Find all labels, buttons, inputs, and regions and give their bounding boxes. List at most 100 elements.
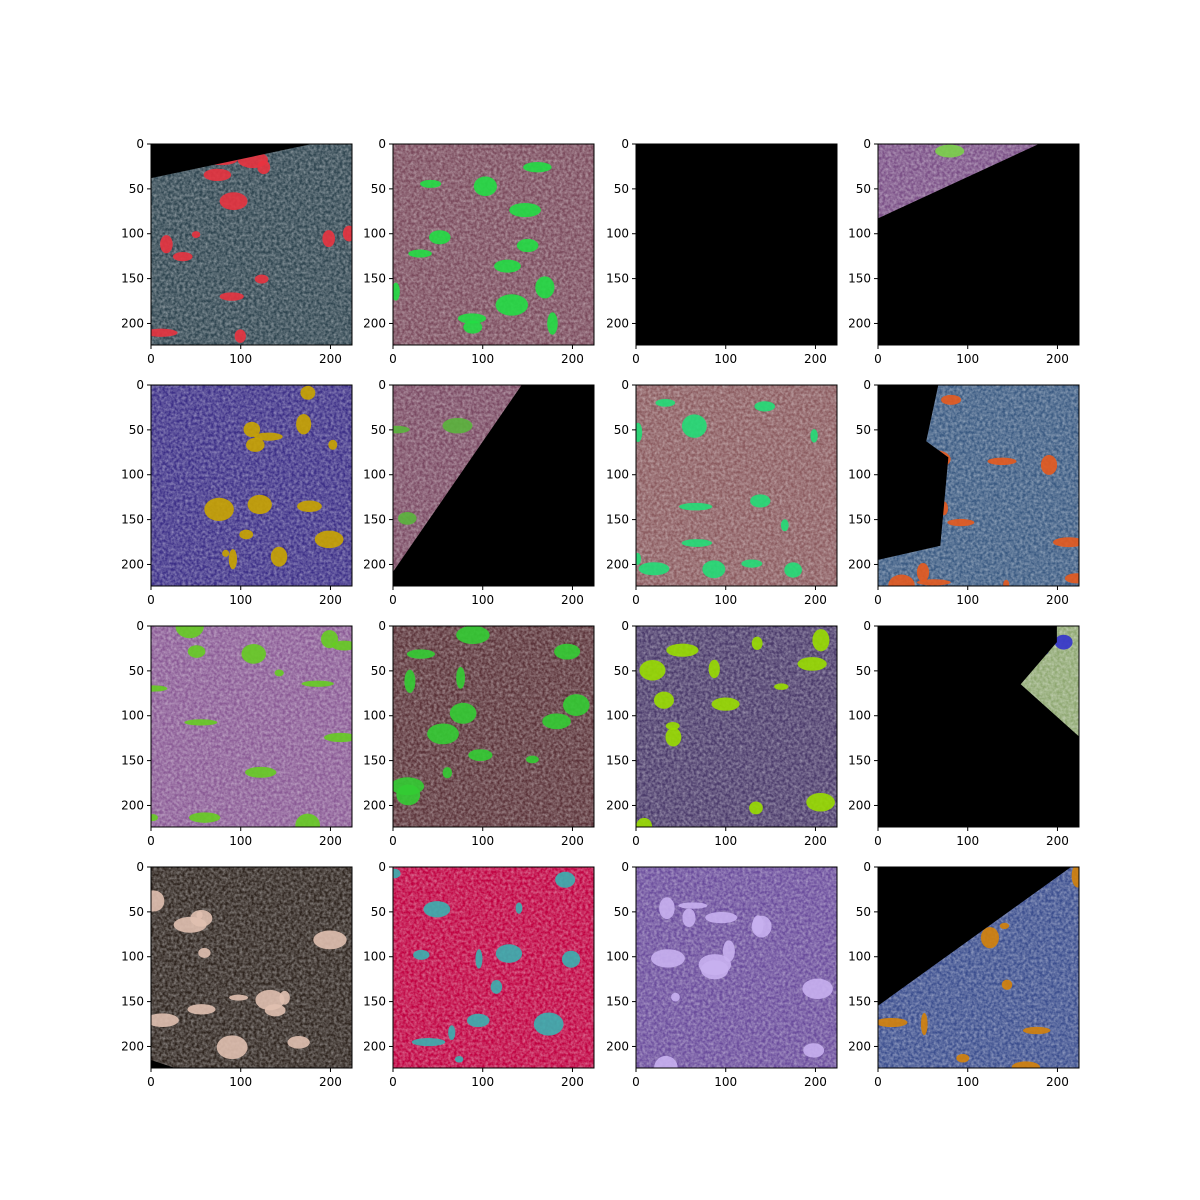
pore-spot xyxy=(245,766,277,778)
pore-spot xyxy=(749,801,763,815)
y-tick-label: 100 xyxy=(363,950,386,964)
pore-spot xyxy=(636,552,642,565)
x-tick-label: 100 xyxy=(229,352,252,366)
panel-violet-section-lime-pores: 0 100 200 0 50 100 150 200 xyxy=(121,619,353,848)
x-tick-label: 0 xyxy=(874,1075,882,1089)
pore-spot xyxy=(187,645,206,658)
y-tick-label: 0 xyxy=(863,378,871,392)
panel-image xyxy=(151,626,352,827)
x-tick-label: 0 xyxy=(389,1075,397,1089)
y-tick-label: 100 xyxy=(848,227,871,241)
pore-spot xyxy=(393,868,401,879)
y-tick-label: 0 xyxy=(378,378,386,392)
pore-spot xyxy=(427,723,459,745)
pore-spot xyxy=(956,1053,970,1063)
y-tick-label: 50 xyxy=(614,182,629,196)
y-tick-label: 200 xyxy=(606,798,629,812)
pore-spot xyxy=(301,680,334,687)
y-tick-label: 150 xyxy=(848,272,871,286)
x-tick-label: 0 xyxy=(632,352,640,366)
panel-purple-section-lime-grain: 0 100 200 0 50 100 150 200 xyxy=(606,619,838,848)
x-tick-label: 200 xyxy=(1046,352,1069,366)
x-tick-label: 200 xyxy=(1046,1075,1069,1089)
x-tick-label: 100 xyxy=(471,593,494,607)
pore-spot xyxy=(1053,537,1079,548)
panel-dark-brown-ooid-section: 0 100 200 0 50 100 150 200 xyxy=(121,860,353,1089)
pore-spot xyxy=(253,432,283,441)
pore-spot xyxy=(393,425,410,434)
pore-spot xyxy=(448,1025,456,1041)
y-tick-label: 150 xyxy=(606,272,629,286)
x-tick-label: 0 xyxy=(874,593,882,607)
pore-spot xyxy=(188,812,221,823)
y-tick-label: 0 xyxy=(621,378,629,392)
y-tick-label: 150 xyxy=(606,754,629,768)
panel-image xyxy=(393,626,594,827)
axes-frame xyxy=(877,866,1080,1069)
pore-spot xyxy=(151,890,165,912)
x-tick-label: 200 xyxy=(561,352,584,366)
pore-spot xyxy=(295,813,320,827)
x-tick-label: 200 xyxy=(561,1075,584,1089)
panel-image xyxy=(151,144,352,345)
y-tick-label: 150 xyxy=(363,513,386,527)
pore-spot xyxy=(313,930,347,950)
pore-spot xyxy=(562,694,590,716)
pore-spot xyxy=(468,749,493,762)
y-tick-label: 0 xyxy=(136,619,144,633)
pore-spot xyxy=(239,529,254,540)
y-tick-label: 0 xyxy=(863,619,871,633)
pore-spot xyxy=(408,249,432,258)
x-tick-label: 0 xyxy=(389,593,397,607)
pore-spot xyxy=(222,549,230,557)
axes-frame xyxy=(877,384,1080,587)
pore-spot xyxy=(406,649,435,659)
x-tick-label: 0 xyxy=(147,834,155,848)
pore-spot xyxy=(561,950,581,968)
y-tick-label: 150 xyxy=(606,995,629,1009)
pore-spot xyxy=(247,494,272,515)
x-tick-label: 200 xyxy=(561,834,584,848)
pore-spot xyxy=(342,225,352,242)
pore-spot xyxy=(490,980,503,994)
x-tick-label: 0 xyxy=(147,352,155,366)
y-tick-label: 200 xyxy=(848,1039,871,1053)
axes-frame xyxy=(392,625,595,828)
y-tick-label: 200 xyxy=(606,557,629,571)
y-tick-label: 50 xyxy=(371,905,386,919)
y-tick-label: 200 xyxy=(606,1039,629,1053)
x-tick-label: 200 xyxy=(804,834,827,848)
pore-spot xyxy=(184,719,218,726)
x-tick-label: 200 xyxy=(319,593,342,607)
pore-spot xyxy=(700,960,729,980)
pore-spot xyxy=(1003,579,1010,586)
pore-spot xyxy=(203,168,232,182)
y-tick-label: 0 xyxy=(621,619,629,633)
pore-spot xyxy=(802,978,833,999)
y-tick-label: 100 xyxy=(121,227,144,241)
pore-spot xyxy=(495,944,523,963)
pore-spot xyxy=(300,385,316,400)
pore-spot xyxy=(1001,979,1013,990)
pore-spot xyxy=(525,755,539,764)
pore-spot xyxy=(780,519,789,532)
pore-spot xyxy=(636,422,643,443)
x-tick-label: 200 xyxy=(1046,593,1069,607)
y-tick-label: 100 xyxy=(848,950,871,964)
axes-frame xyxy=(635,866,838,1069)
pore-spot xyxy=(810,429,818,443)
y-tick-label: 200 xyxy=(363,798,386,812)
pore-spot xyxy=(393,777,425,796)
y-tick-label: 50 xyxy=(856,664,871,678)
y-tick-label: 150 xyxy=(363,995,386,1009)
x-tick-label: 200 xyxy=(1046,834,1069,848)
panel-indigo-section-yellow-pores: 0 100 200 0 50 100 150 200 xyxy=(121,378,353,607)
y-tick-label: 50 xyxy=(614,423,629,437)
axes-frame xyxy=(635,384,838,587)
x-tick-label: 100 xyxy=(956,1075,979,1089)
pore-spot xyxy=(1064,573,1079,584)
pore-spot xyxy=(523,161,552,173)
pore-spot xyxy=(1011,1061,1041,1068)
pore-spot xyxy=(671,992,680,1002)
pore-spot xyxy=(916,579,951,586)
